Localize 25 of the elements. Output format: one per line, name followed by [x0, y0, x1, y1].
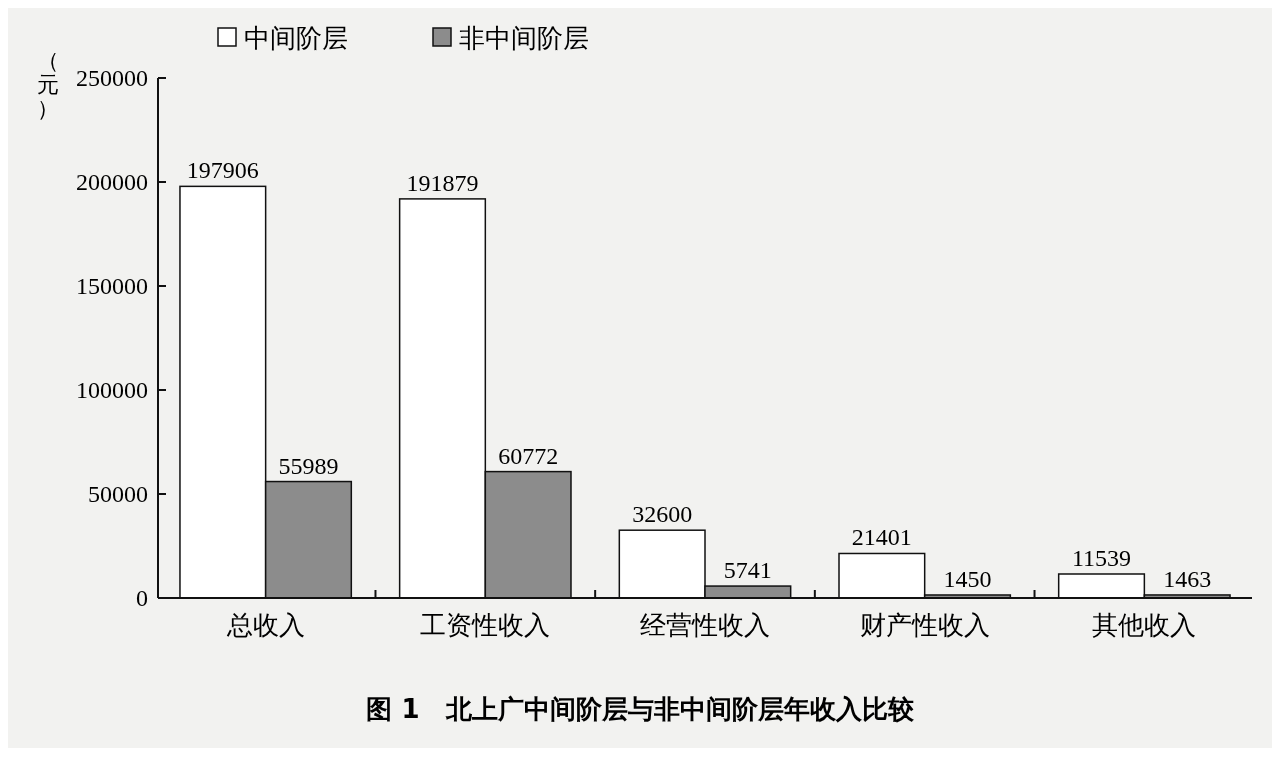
x-tick-label: 财产性收入	[859, 610, 990, 640]
x-tick-label: 工资性收入	[420, 610, 551, 640]
x-tick-label: 经营性收入	[640, 610, 770, 640]
y-tick-label: 150000	[76, 273, 148, 300]
text: 图 1 北上广中间阶层与非中间阶层年收入比较	[366, 694, 915, 724]
data-label: 55989	[278, 452, 339, 479]
data-label: 32600	[632, 501, 693, 528]
x-tick-label: 总收入	[225, 610, 305, 640]
y-tick-label: 250000	[76, 65, 148, 92]
y-tick-label: 50000	[88, 481, 148, 508]
legend-label: 非中间阶层	[459, 23, 589, 54]
data-label: 60772	[498, 442, 559, 469]
data-label: 197906	[186, 157, 259, 184]
data-label: 1450	[943, 565, 992, 592]
y-axis-title: （元）	[37, 48, 59, 121]
data-label: 11539	[1071, 545, 1132, 571]
y-tick-label: 100000	[76, 377, 148, 404]
x-tick-label: 其他收入	[1092, 610, 1197, 640]
data-label: 1463	[1163, 565, 1212, 592]
y-tick-label: 200000	[76, 169, 148, 196]
data-label: 5741	[723, 557, 772, 584]
data-label: 191879	[406, 169, 479, 196]
y-tick-label: 0	[136, 585, 148, 612]
data-label: 21401	[851, 524, 912, 551]
legend-label: 中间阶层	[244, 23, 348, 54]
